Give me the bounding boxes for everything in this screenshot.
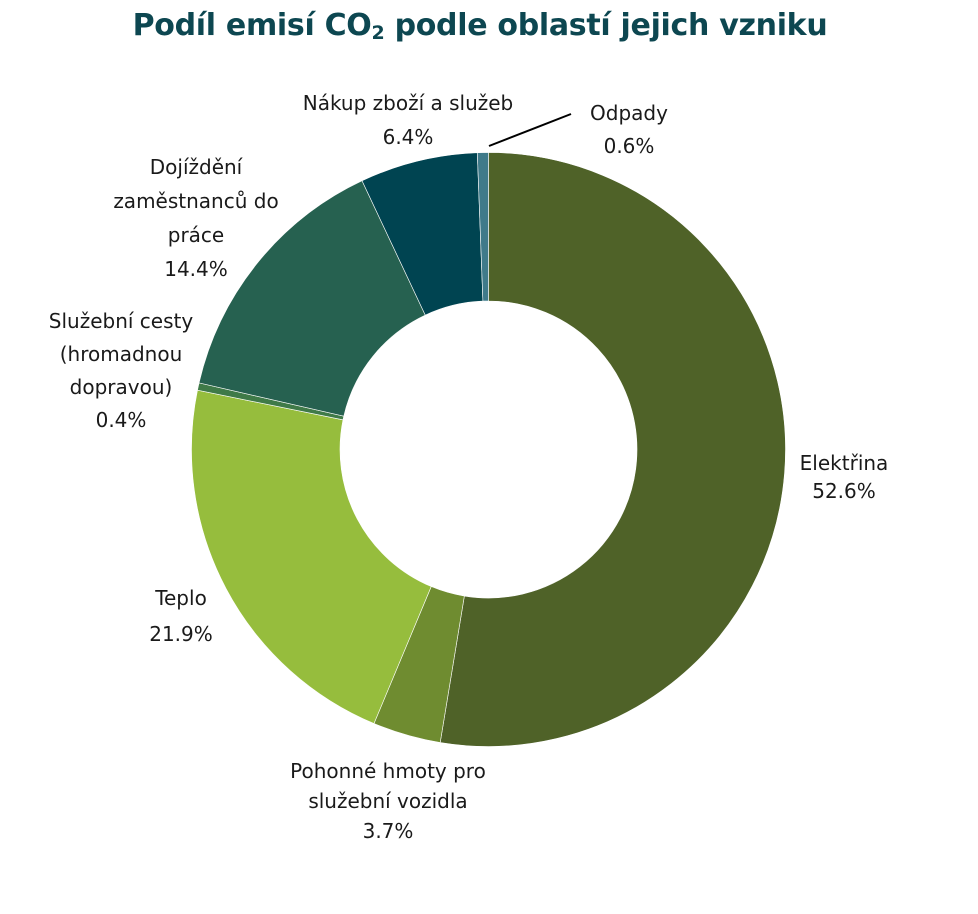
- donut-slice: [439, 152, 786, 747]
- label-text: Nákup zboží a služeb: [302, 91, 514, 115]
- donut-slice: [191, 389, 432, 724]
- label-text: dopravou): [69, 375, 173, 399]
- label-teplo: Teplo 21.9%: [131, 580, 231, 652]
- label-text: Pohonné hmoty pro: [290, 759, 486, 783]
- label-value: 21.9%: [149, 622, 213, 646]
- odpady-leader-line: [488, 113, 572, 147]
- label-value: 14.4%: [164, 257, 228, 281]
- label-nakup: Nákup zboží a služeb 6.4%: [280, 86, 536, 154]
- chart-title-subscript: 2: [371, 22, 385, 44]
- label-text: Teplo: [155, 586, 207, 610]
- label-odpady: Odpady 0.6%: [575, 97, 683, 163]
- label-value: 0.4%: [95, 408, 147, 432]
- chart-title-text: Podíl emisí CO: [132, 8, 372, 43]
- donut-slices: [191, 152, 786, 747]
- label-value: 0.6%: [603, 134, 655, 158]
- donut-slice: [198, 180, 426, 417]
- label-pohonne: Pohonné hmoty pro služební vozidla 3.7%: [268, 756, 508, 846]
- label-value: 52.6%: [812, 479, 876, 503]
- chart-title-text-suffix: podle oblastí jejich vzniku: [384, 8, 828, 43]
- label-text: Elektřina: [799, 451, 889, 475]
- label-text: zaměstnanců do: [113, 189, 279, 213]
- label-text: Odpady: [590, 101, 668, 125]
- label-sluzebni-cesty: Služební cesty (hromadnou dopravou) 0.4%: [36, 305, 206, 437]
- label-text: služební vozidla: [308, 789, 468, 813]
- label-value: 3.7%: [362, 819, 414, 843]
- label-dojizdeni: Dojíždění zaměstnanců do práce 14.4%: [96, 150, 296, 286]
- label-text: Dojíždění: [149, 155, 243, 179]
- label-text: Služební cesty: [48, 309, 194, 333]
- label-text: práce: [167, 223, 225, 247]
- label-value: 6.4%: [382, 125, 434, 149]
- label-text: (hromadnou: [59, 342, 183, 366]
- label-elektrina: Elektřina 52.6%: [790, 449, 898, 505]
- donut-slice: [476, 152, 489, 302]
- chart-title: Podíl emisí CO2 podle oblastí jejich vzn…: [0, 8, 960, 44]
